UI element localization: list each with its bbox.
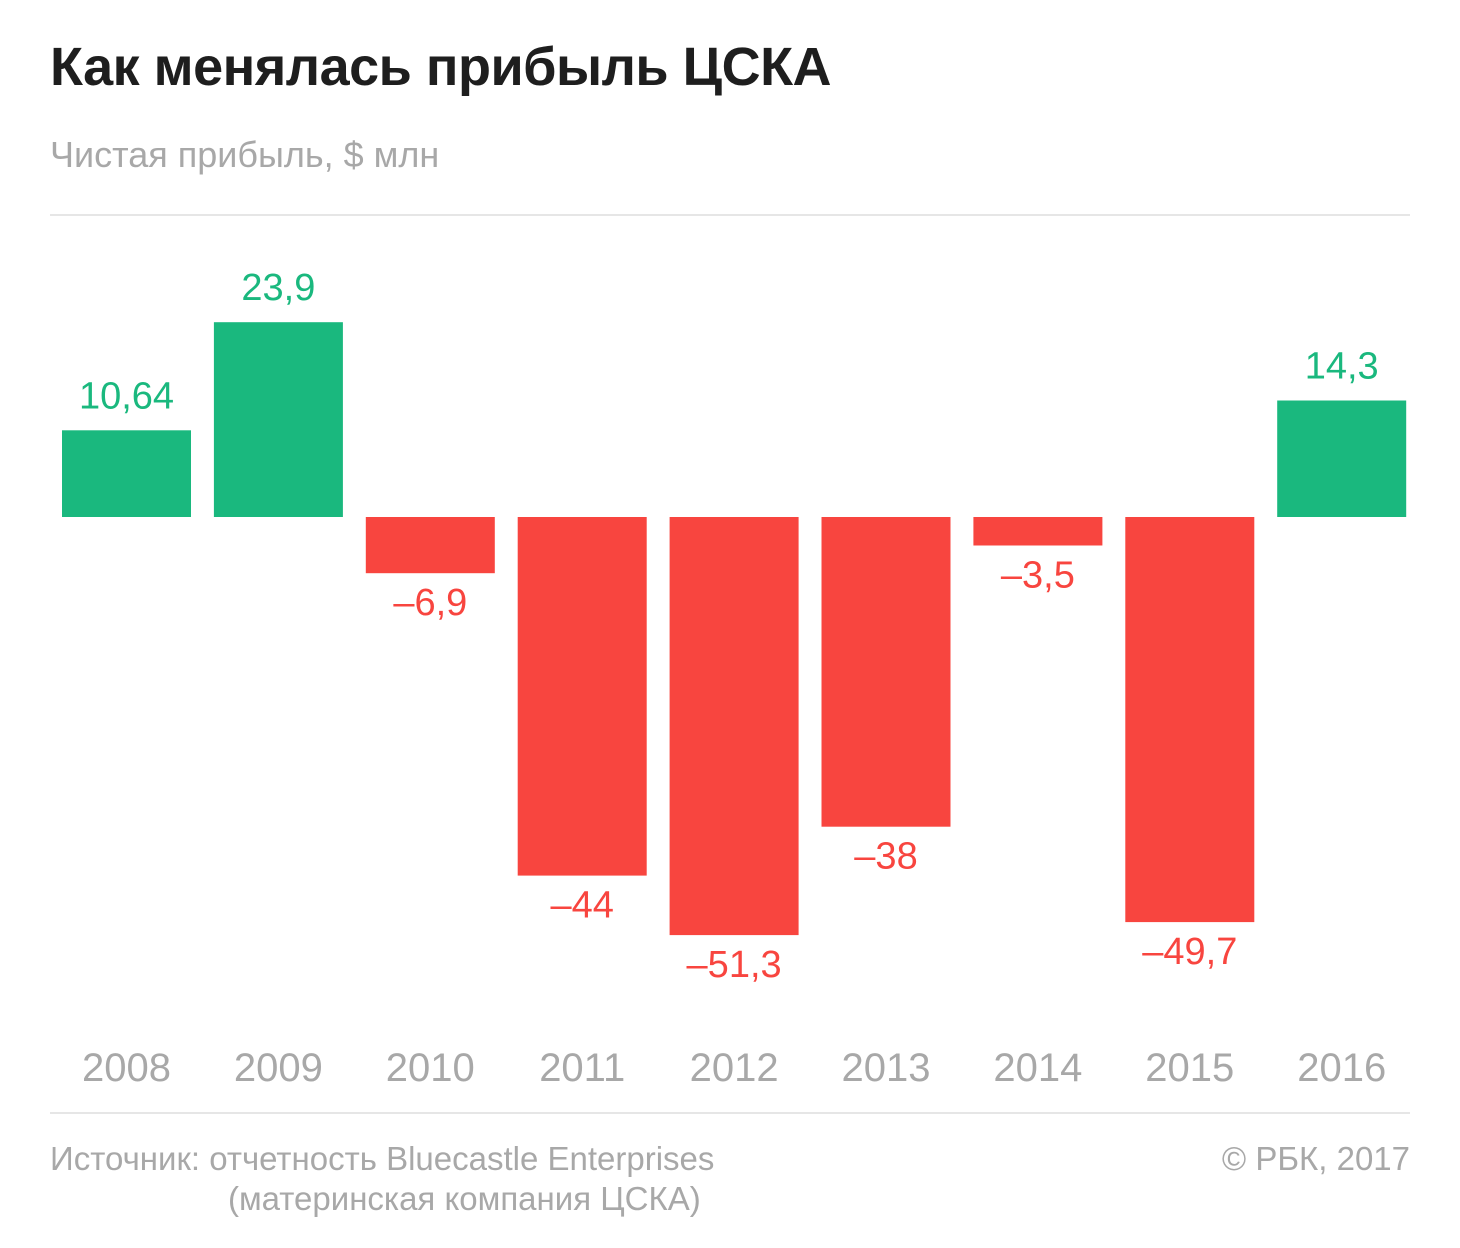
bottom-divider — [50, 1112, 1410, 1114]
x-tick-label-2015: 2015 — [1145, 1046, 1234, 1090]
bar-2008 — [62, 430, 191, 517]
bar-2009 — [213, 322, 343, 517]
chart-subtitle: Чистая прибыль, $ млн — [50, 134, 440, 175]
value-label-2016: 14,3 — [1305, 346, 1379, 388]
value-label-2011: –44 — [550, 885, 613, 927]
bar-2014 — [973, 517, 1103, 546]
top-divider — [50, 214, 1410, 216]
x-tick-label-2013: 2013 — [842, 1046, 931, 1090]
bar-2011 — [517, 517, 647, 876]
bar-2012 — [669, 517, 799, 936]
value-label-2010: –6,9 — [393, 582, 467, 624]
bar-2013 — [821, 517, 951, 827]
x-tick-label-2009: 2009 — [234, 1046, 323, 1090]
x-tick-label-2008: 2008 — [82, 1046, 171, 1090]
value-label-2014: –3,5 — [1001, 555, 1075, 597]
bar-2015 — [1125, 517, 1255, 923]
bar-2016 — [1277, 400, 1407, 517]
value-label-2013: –38 — [854, 836, 917, 878]
x-tick-label-2016: 2016 — [1297, 1046, 1386, 1090]
x-tick-label-2012: 2012 — [690, 1046, 779, 1090]
value-label-2012: –51,3 — [687, 944, 782, 986]
source-note: Источник: отчетность Bluecastle Enterpri… — [50, 1140, 715, 1177]
value-label-2009: 23,9 — [241, 267, 315, 309]
x-tick-label-2014: 2014 — [993, 1046, 1082, 1090]
chart-title: Как менялась прибыль ЦСКА — [50, 37, 832, 97]
x-tick-label-2010: 2010 — [386, 1046, 475, 1090]
value-label-2008: 10,64 — [79, 375, 174, 417]
source-note-continued: (материнская компания ЦСКА) — [228, 1180, 701, 1217]
copyright-note: © РБК, 2017 — [1221, 1140, 1410, 1177]
bar-2010 — [365, 517, 495, 574]
x-tick-label-2011: 2011 — [539, 1046, 625, 1090]
value-label-2015: –49,7 — [1142, 931, 1237, 973]
